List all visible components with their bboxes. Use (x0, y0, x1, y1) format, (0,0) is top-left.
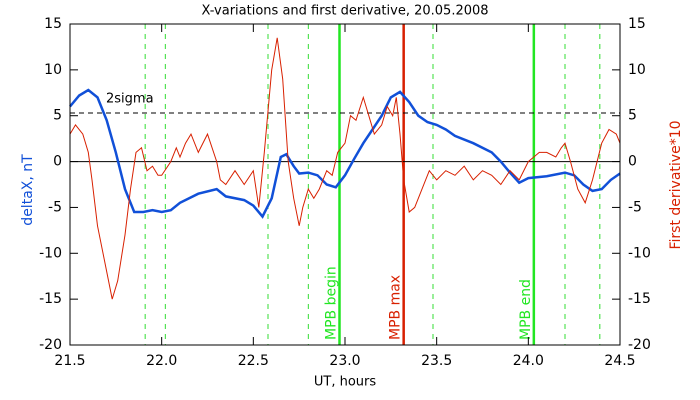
x-tick-label: 21.5 (54, 353, 85, 369)
vertical-line-label: MPB begin (324, 266, 340, 340)
x-axis-label: UT, hours (314, 375, 376, 390)
y-axis-label: deltaX, nT (20, 154, 36, 226)
y2-axis-label: First derivative*10 (668, 120, 684, 249)
vertical-line-label: MPB max (388, 275, 404, 340)
y-tick-label: -20 (39, 337, 62, 353)
chart-title: X-variations and first derivative, 20.05… (201, 4, 488, 19)
data-line (69, 88, 621, 219)
y-tick-label: 5 (53, 108, 62, 124)
x-tick-label: 24.5 (604, 353, 635, 369)
plot-frame (69, 23, 621, 346)
y2-tick-label: 15 (628, 16, 646, 32)
data-line (69, 37, 621, 300)
y-tick-label: -10 (39, 245, 62, 261)
x-tick-label: 22.5 (238, 353, 269, 369)
y-tick-label: 10 (44, 62, 62, 78)
x-tick-label: 23.0 (329, 353, 360, 369)
y2-tick-label: -5 (628, 199, 642, 215)
x-tick-label: 22.0 (146, 353, 177, 369)
y2-tick-label: -20 (628, 337, 651, 353)
x-tick-label: 24.0 (513, 353, 544, 369)
x-tick-label: 23.5 (421, 353, 452, 369)
y-tick-label: 15 (44, 16, 62, 32)
y2-tick-label: -15 (628, 291, 651, 307)
vertical-line-label: MPB end (518, 279, 534, 340)
y-tick-label: -15 (39, 291, 62, 307)
y2-tick-label: 10 (628, 62, 646, 78)
threshold-label: 2sigma (106, 91, 154, 106)
y2-tick-label: 5 (628, 108, 637, 124)
y2-tick-label: 0 (628, 154, 637, 170)
y2-tick-label: -10 (628, 245, 651, 261)
y-tick-label: 0 (53, 154, 62, 170)
y-tick-label: -5 (48, 199, 62, 215)
